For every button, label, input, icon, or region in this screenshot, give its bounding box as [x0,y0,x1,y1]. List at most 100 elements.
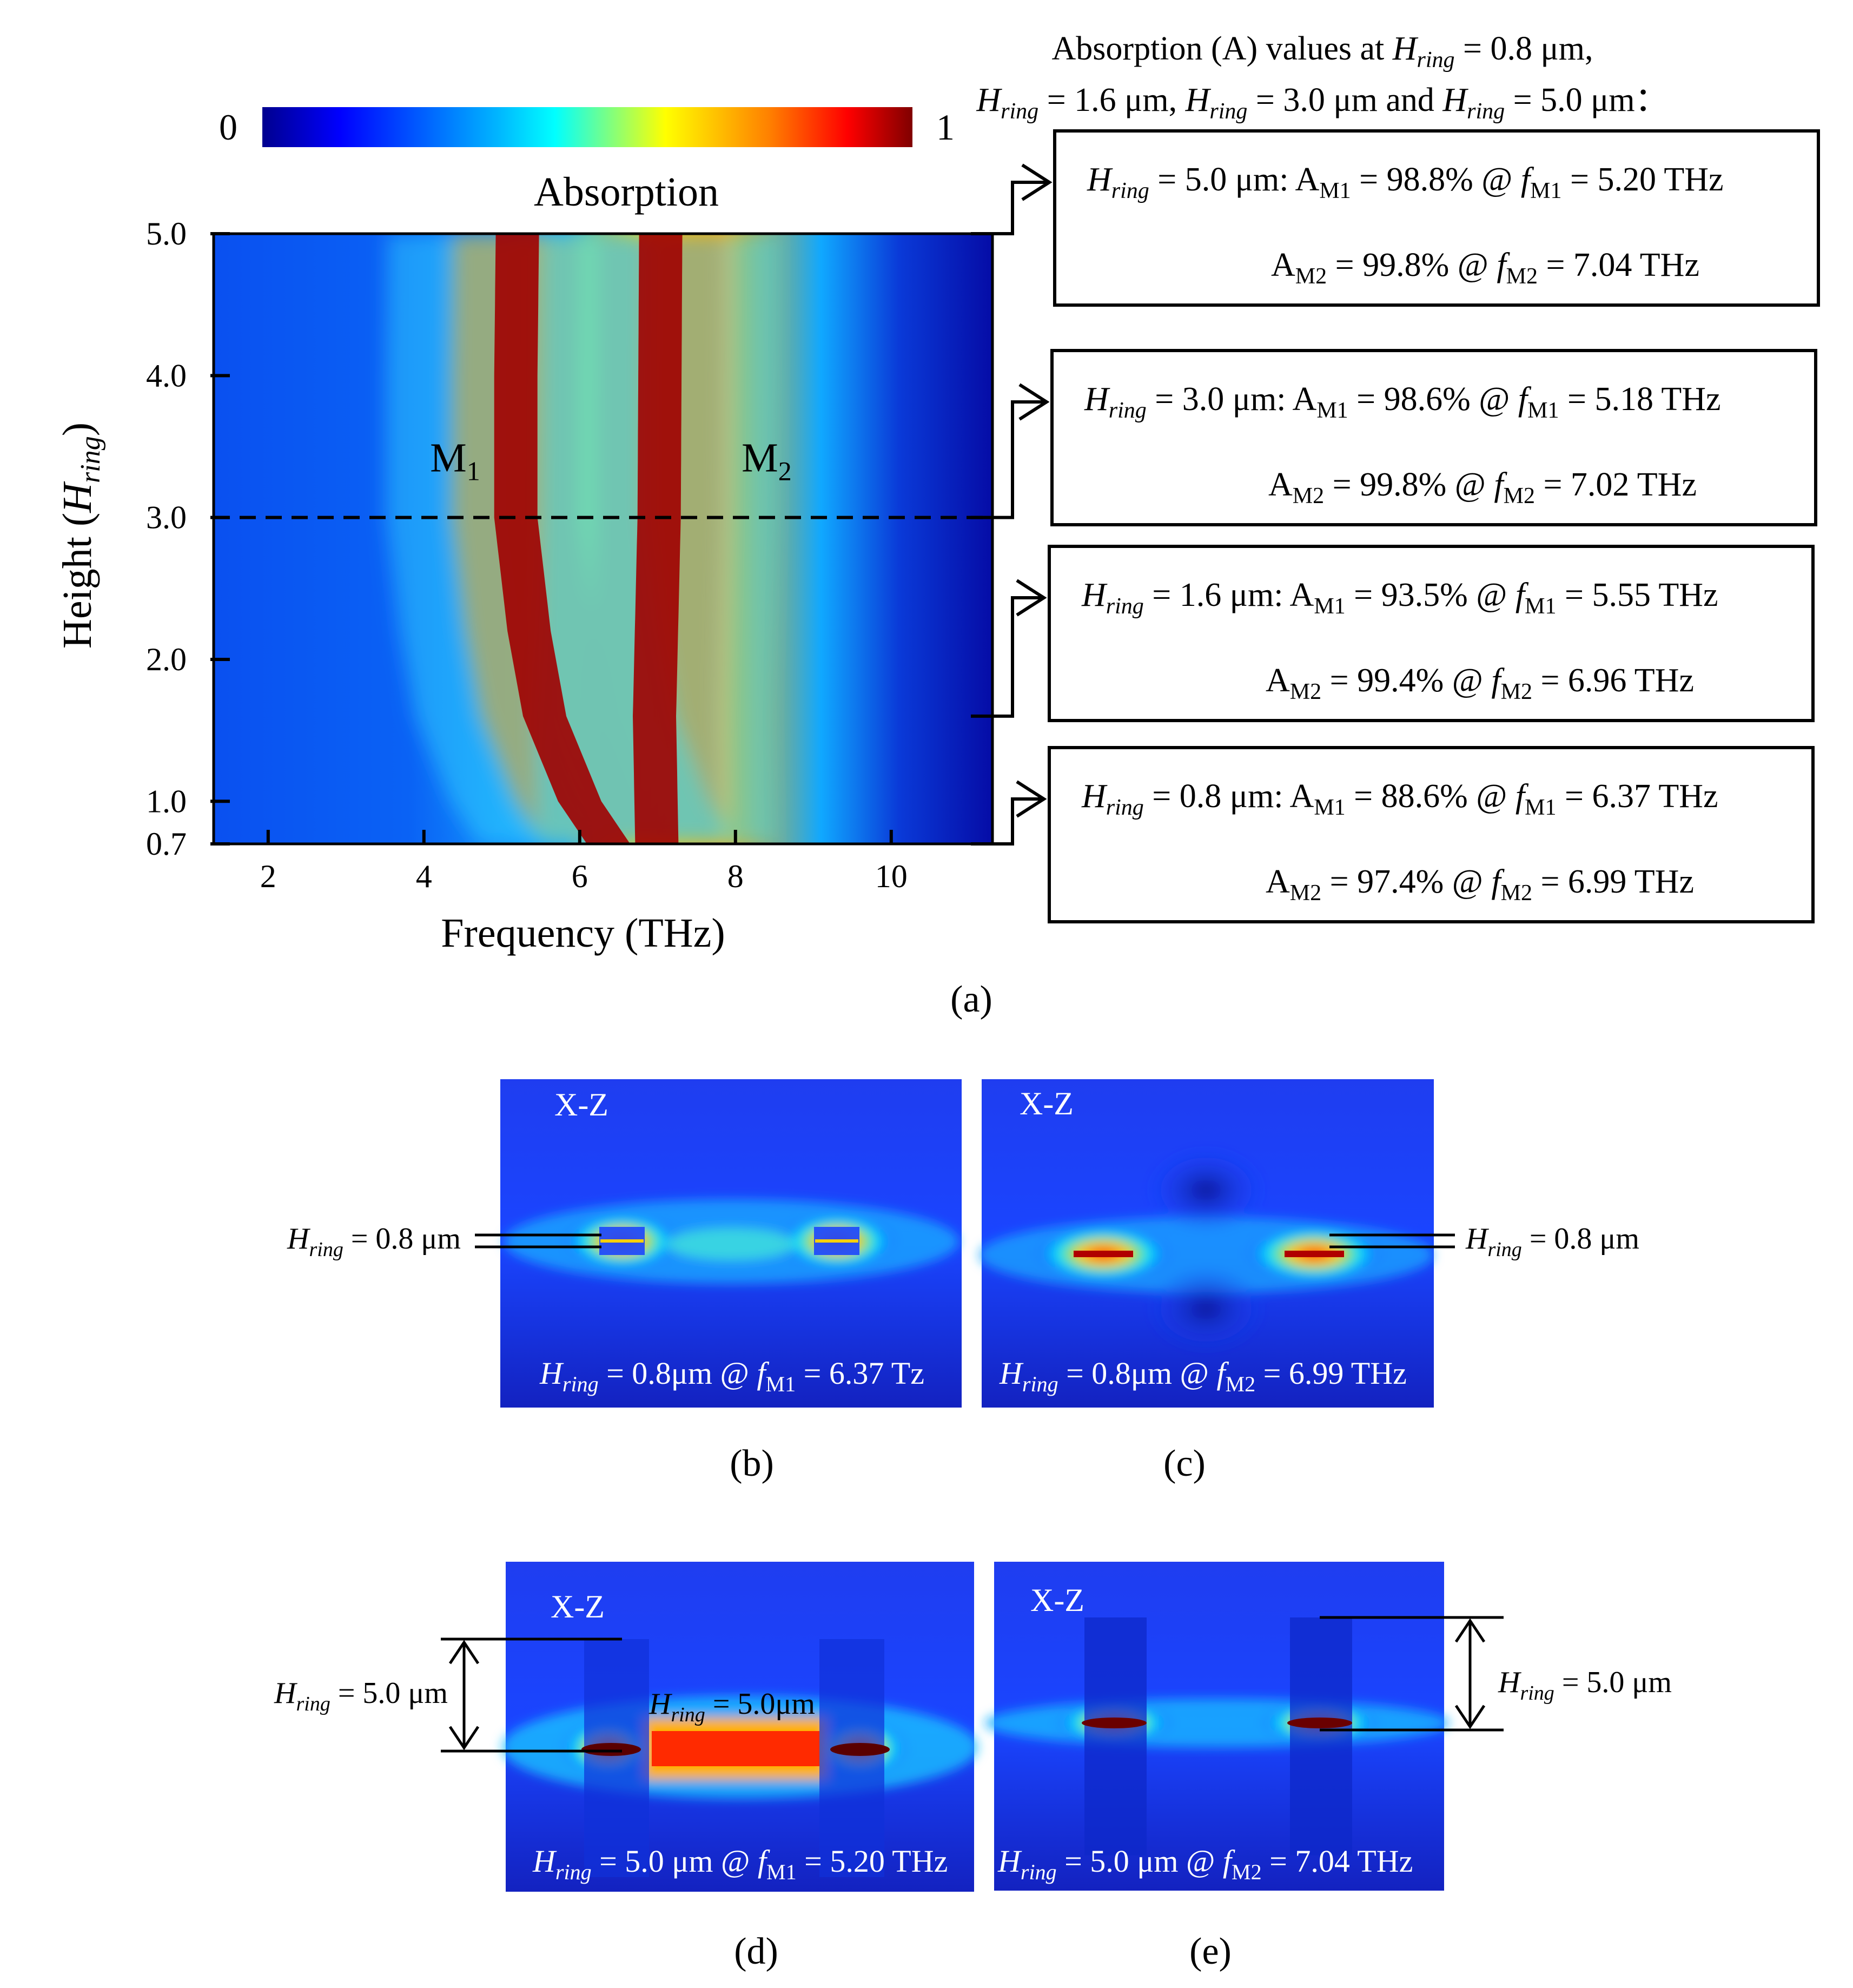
box-m2-freq: = 6.96 THz [1532,662,1694,699]
box-var: H [1084,381,1110,418]
field-b-cap-val: = 6.37 Tz [796,1356,924,1391]
field-c-annotation: Hring = 0.8 μm [1465,1222,1639,1261]
box-height: = 1.6 [1144,577,1221,613]
field-panel-d: X-Z Hring = 5.0 μm @ fM1 = 5.20 THz Hrin… [274,1562,978,1972]
field-d-inner-val: = 5.0μm [705,1687,815,1721]
value-box-line-2: AM2 = 99.8% @ fM2 = 7.02 THz [1268,466,1697,508]
box-height: = 0.8 [1144,778,1221,815]
box-m2-sub: M2 [1290,881,1321,906]
header-line-2-p3: = 5.0 μm： [1505,82,1668,118]
y-tick-label-5.0: 5.0 [146,216,187,252]
field-d-plane: X-Z [551,1589,605,1624]
colorbar [262,107,912,147]
connector-line [971,596,1043,718]
box-sub: ring [1109,398,1147,423]
field-d-ann-arrow-down [448,1726,480,1751]
field-d-ann-arrow-up [448,1640,480,1665]
box-m2-sub: M2 [1290,679,1321,704]
field-b-cap-sub: ring [562,1372,599,1396]
box-m2-fsub: M2 [1504,484,1535,508]
field-panel-c: X-Z Hring = 0.8μm @ fM2 = 6.99 THz Hring… [979,1079,1639,1484]
box-m1-fsub: M1 [1527,398,1559,423]
field-c-hot-left [1074,1251,1133,1257]
field-d-hot-right [830,1743,890,1756]
field-c-cap-sub: ring [1022,1372,1058,1396]
box-m1-freq: = 5.20 THz [1561,161,1723,198]
box-m2-sub: M2 [1293,484,1324,508]
header-var-2c: H [1442,82,1468,118]
box-m2-val: = 99.8% @ [1327,247,1497,283]
y-tick-label-4.0: 4.0 [146,358,187,393]
field-d-ann-val: = 5.0 μm [330,1676,448,1710]
field-b-caption: Hring = 0.8μm @ fM1 = 6.37 Tz [539,1356,924,1396]
field-e-ann-var: H [1498,1666,1521,1699]
field-e-glow-band [984,1699,1450,1747]
box-m1-freq: = 6.37 THz [1556,778,1718,815]
box-sub: ring [1111,179,1149,203]
mode-label-sub: 2 [778,456,792,486]
field-c-hot-right [1285,1251,1344,1257]
box-m2-freq: = 6.99 THz [1532,863,1694,900]
y-axis-label-prefix: Height ( [55,513,100,649]
field-d-cap-sub: ring [555,1860,592,1884]
field-e-ann-arrow-up [1454,1618,1486,1643]
field-b-ann-val: = 0.8 μm [343,1222,461,1256]
connector-arrowhead [1021,163,1053,201]
box-m1-val: = 98.6% @ [1348,381,1518,418]
field-d-cap-a: = 5.0 μm @ [592,1844,758,1879]
heatmap-band-m1-core [494,234,631,844]
connector-arrowhead [1018,383,1050,421]
value-box-line-1: Hring = 1.6 μm: AM1 = 93.5% @ fM1 = 5.55… [1081,577,1718,619]
field-c-cap-val: = 6.99 THz [1255,1356,1407,1391]
field-b-ann-var: H [287,1222,310,1256]
field-e-cap-val: = 7.04 THz [1262,1844,1413,1879]
field-d-inner-annotation: Hring = 5.0μm [648,1687,815,1726]
box-m1-text: μm: A [1221,577,1314,613]
mode-label-letter: M [430,435,467,481]
header-sub: ring [1417,48,1455,72]
y-tick-label-1.0: 1.0 [146,783,187,819]
value-box-frame [1050,349,1817,526]
value-box-1: Hring = 5.0 μm: AM1 = 98.8% @ fM1 = 5.20… [971,129,1820,307]
y-axis-label-sub: ring [75,436,106,483]
box-var: H [1081,778,1108,815]
field-d-cap-var: H [532,1844,557,1879]
field-c-caption: Hring = 0.8μm @ fM2 = 6.99 THz [999,1356,1407,1396]
box-m1-text: μm: A [1221,778,1314,815]
header-var-2b: H [1185,82,1212,118]
field-panel-b: X-Z Hring = 0.8μm @ fM1 = 6.37 Tz Hring … [287,1079,962,1484]
y-axis-label: Height (Hring) [55,422,106,649]
header-sub-2c: ring [1467,99,1505,124]
field-e-annotation: Hring = 5.0 μm [1498,1666,1672,1705]
header-line-2-p1: = 1.6 μm, [1038,82,1185,118]
field-b-glow-center [666,1228,796,1260]
field-e-caption: Hring = 5.0 μm @ fM2 = 7.04 THz [997,1844,1413,1884]
box-m2-sub: M2 [1295,264,1327,289]
x-tick-label-8: 8 [727,858,744,894]
field-d-ann-var: H [274,1676,297,1710]
box-m1-fsub: M1 [1525,795,1556,820]
field-d-pillar-right [819,1639,884,1877]
box-m2-A: A [1271,247,1295,283]
field-panel-e: X-Z Hring = 5.0 μm @ fM2 = 7.04 THz Hrin… [984,1562,1672,1972]
x-tick-label-4: 4 [416,858,432,894]
y-tick-label-2.0: 2.0 [146,642,187,677]
field-e-plane: X-Z [1030,1582,1084,1618]
value-box-line-1: Hring = 0.8 μm: AM1 = 88.6% @ fM1 = 6.37… [1081,778,1718,820]
value-box-line-2: AM2 = 97.4% @ fM2 = 6.99 THz [1266,863,1694,906]
field-e-cap-a: = 5.0 μm @ [1057,1844,1223,1879]
value-box-line-2: AM2 = 99.8% @ fM2 = 7.04 THz [1271,247,1699,289]
box-m1-val: = 98.8% @ [1351,161,1521,198]
x-tick-label-6: 6 [572,858,588,894]
field-d-inner-var: H [648,1687,672,1721]
field-d-cap-mode: M1 [766,1860,797,1884]
box-m1-fsub: M1 [1525,594,1556,619]
connector-arrowhead [1016,780,1047,818]
mode-label-sub: 1 [467,456,480,486]
field-c-ann-sub: ring [1487,1238,1521,1261]
x-tick-label-10: 10 [875,858,908,894]
heatmap-frame [212,232,994,846]
box-m2-freq: = 7.02 THz [1535,466,1697,503]
field-e-pillar-left [1084,1617,1147,1855]
